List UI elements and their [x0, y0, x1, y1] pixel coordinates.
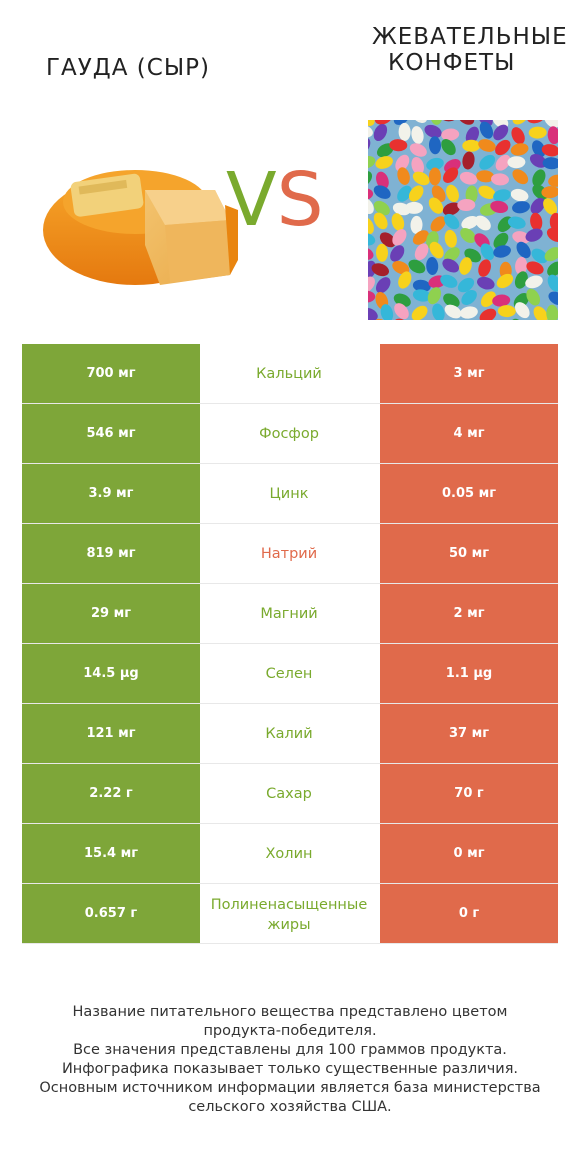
nutrient-comparison-table: 700 мг Кальций 3 мг 546 мг Фосфор 4 мг 3.9 мг Ц… [22, 344, 558, 944]
right-value: 0 мг [380, 824, 558, 883]
footer-line-1: Название питательного вещества представл… [72, 1004, 508, 1020]
left-value: 819 мг [22, 524, 200, 583]
row-divider [22, 763, 558, 764]
table-row: 29 мг Магний 2 мг [22, 584, 558, 644]
right-value: 50 мг [380, 524, 558, 583]
vs-label: VS [226, 163, 324, 237]
left-product-title: ГАУДА (СЫР) [46, 55, 210, 81]
left-value: 3.9 мг [22, 464, 200, 523]
row-divider [22, 523, 558, 524]
nutrient-name: Селен [200, 644, 378, 703]
right-value: 0 г [380, 884, 558, 943]
row-divider [22, 643, 558, 644]
left-value: 15.4 мг [22, 824, 200, 883]
nutrient-name: Магний [200, 584, 378, 643]
vs-s: S [276, 157, 324, 243]
nutrient-name: Натрий [200, 524, 378, 583]
table-row: 700 мг Кальций 3 мг [22, 344, 558, 404]
right-value: 4 мг [380, 404, 558, 463]
footer-line-2: продукта-победителя. [203, 1023, 377, 1039]
nutrient-name: Холин [200, 824, 378, 883]
table-row: 121 мг Калий 37 мг [22, 704, 558, 764]
row-divider [22, 823, 558, 824]
table-row: 3.9 мг Цинк 0.05 мг [22, 464, 558, 524]
left-value: 14.5 µg [22, 644, 200, 703]
nutrient-name: Фосфор [200, 404, 378, 463]
table-row: 0.657 г Полиненасыщенные жиры 0 г [22, 884, 558, 944]
right-title-line2: КОНФЕТЫ [388, 50, 516, 77]
row-divider [22, 883, 558, 884]
row-divider [22, 403, 558, 404]
left-value: 2.22 г [22, 764, 200, 823]
row-divider [22, 703, 558, 704]
right-value: 1.1 µg [380, 644, 558, 703]
footer-note: Название питательного вещества представл… [20, 1003, 560, 1117]
footer-line-4: Инфографика показывает только существенн… [61, 1061, 519, 1077]
left-value: 546 мг [22, 404, 200, 463]
footer-line-3: Все значения представлены для 100 граммо… [73, 1042, 507, 1058]
right-value: 3 мг [380, 344, 558, 403]
right-value: 37 мг [380, 704, 558, 763]
nutrient-name: Сахар [200, 764, 378, 823]
row-divider [22, 943, 558, 944]
row-divider [22, 583, 558, 584]
right-value: 2 мг [380, 584, 558, 643]
table-row: 2.22 г Сахар 70 г [22, 764, 558, 824]
nutrient-name: Калий [200, 704, 378, 763]
footer-line-6: сельского хозяйства США. [188, 1099, 392, 1115]
right-title-line1: ЖЕВАТЕЛЬНЫЕ [372, 24, 568, 50]
nutrient-name: Полиненасыщенные жиры [200, 884, 378, 943]
nutrient-name: Кальций [200, 344, 378, 403]
jelly-beans-image [368, 120, 558, 320]
right-value: 70 г [380, 764, 558, 823]
table-row: 14.5 µg Селен 1.1 µg [22, 644, 558, 704]
left-value: 121 мг [22, 704, 200, 763]
right-value: 0.05 мг [380, 464, 558, 523]
table-row: 819 мг Натрий 50 мг [22, 524, 558, 584]
row-divider [22, 463, 558, 464]
vs-v: V [226, 157, 277, 243]
gouda-cheese-image [43, 170, 238, 285]
table-row: 546 мг Фосфор 4 мг [22, 404, 558, 464]
left-value: 700 мг [22, 344, 200, 403]
left-value: 0.657 г [22, 884, 200, 943]
table-row: 15.4 мг Холин 0 мг [22, 824, 558, 884]
footer-line-5: Основным источником информации является … [39, 1080, 541, 1096]
right-product-title: ЖЕВАТЕЛЬНЫЕ КОНФЕТЫ [372, 24, 568, 77]
left-value: 29 мг [22, 584, 200, 643]
nutrient-name: Цинк [200, 464, 378, 523]
